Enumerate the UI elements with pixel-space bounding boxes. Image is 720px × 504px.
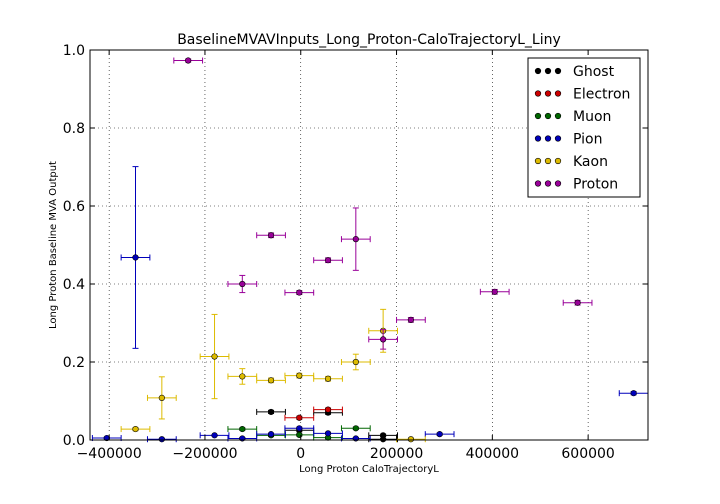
plot-frame <box>89 49 649 441</box>
data-point <box>158 394 165 401</box>
data-point <box>574 299 581 306</box>
x-tick-label: −400000 <box>77 446 142 462</box>
data-point <box>267 232 275 239</box>
data-point <box>380 336 387 343</box>
data-point <box>630 390 637 397</box>
data-point <box>132 425 139 433</box>
legend-label: Electron <box>573 87 630 103</box>
data-point <box>211 432 218 439</box>
y-tick-label: 0.0 <box>63 433 85 449</box>
data-point <box>352 358 359 366</box>
legend-marker <box>554 112 562 120</box>
legend-marker <box>544 67 552 75</box>
data-point <box>324 430 332 437</box>
data-point <box>296 414 303 421</box>
y-tick-label: 0.8 <box>63 121 85 137</box>
data-point <box>296 289 303 296</box>
data-point <box>296 425 303 432</box>
legend-marker <box>554 90 562 97</box>
data-point <box>239 373 246 380</box>
data-point <box>296 431 303 439</box>
x-tick-label: 400000 <box>466 446 519 462</box>
legend-frame <box>527 57 641 198</box>
legend-entry-pion: Pion <box>534 132 602 148</box>
legend-marker <box>534 67 542 75</box>
y-tick-label: 0.4 <box>63 277 85 293</box>
data-point <box>267 408 275 416</box>
series-electron <box>284 406 343 421</box>
x-tick-label: −200000 <box>172 446 237 462</box>
legend-marker <box>544 90 552 97</box>
legend-marker <box>554 180 562 187</box>
legend-marker <box>534 135 542 142</box>
y-tick-label: 0.2 <box>63 355 85 371</box>
y-tick-label: 0.6 <box>63 199 85 215</box>
data-point <box>267 377 275 384</box>
x-tick-label: 200000 <box>370 446 423 462</box>
data-point <box>324 257 332 264</box>
legend-marker <box>544 157 552 165</box>
data-point <box>436 431 443 438</box>
legend-marker <box>544 135 552 142</box>
legend-marker <box>544 112 552 120</box>
series-kaon <box>120 308 426 443</box>
legend-entry-kaon: Kaon <box>534 154 608 170</box>
legend-entry-ghost: Ghost <box>534 64 615 80</box>
data-point <box>352 425 359 432</box>
legend-entry-proton: Proton <box>534 177 618 193</box>
data-point <box>185 57 192 64</box>
data-point <box>324 375 332 382</box>
legend-entry-muon: Muon <box>534 109 611 125</box>
data-point <box>132 254 139 261</box>
legend-marker <box>534 90 542 97</box>
legend-marker <box>534 157 542 165</box>
legend-label: Proton <box>573 177 618 193</box>
legend: Ghost Electron Muon Pion Kaon Proton <box>527 57 641 198</box>
data-point <box>239 425 246 433</box>
data-point <box>324 406 332 413</box>
x-axis-label: Long Proton CaloTrajectoryL <box>299 464 439 475</box>
legend-entry-electron: Electron <box>534 87 630 103</box>
data-point <box>239 280 246 288</box>
legend-marker <box>554 135 562 142</box>
data-point <box>407 436 415 443</box>
data-point <box>380 436 387 443</box>
legend-marker <box>544 180 552 187</box>
data-point <box>491 288 498 295</box>
data-point <box>211 353 218 360</box>
series-pion <box>91 166 649 443</box>
data-point <box>296 372 303 379</box>
x-tick-label: 0 <box>296 446 305 462</box>
x-tick-label: 600000 <box>561 446 614 462</box>
legend-label: Muon <box>573 109 611 125</box>
y-tick-label: 1.0 <box>63 43 85 59</box>
ticks: −400000 −200000 0 200000 400000 600000 0.0 0.2 0… <box>63 43 648 462</box>
data-point <box>158 436 165 443</box>
data-layer <box>91 57 649 443</box>
legend-marker <box>554 67 562 75</box>
legend-marker <box>554 157 562 165</box>
legend-label: Ghost <box>573 64 615 80</box>
chart-title: BaselineMVAVInputs_Long_Proton-CaloTraje… <box>177 32 561 48</box>
series-proton <box>173 57 593 350</box>
y-axis-label: Long Proton Baseline MVA Output <box>48 161 59 329</box>
legend-label: Pion <box>573 132 602 148</box>
legend-marker <box>534 112 542 120</box>
data-point <box>267 431 275 438</box>
legend-label: Kaon <box>573 154 608 170</box>
legend-marker <box>534 180 542 187</box>
data-point <box>352 236 359 243</box>
data-point <box>407 316 415 323</box>
